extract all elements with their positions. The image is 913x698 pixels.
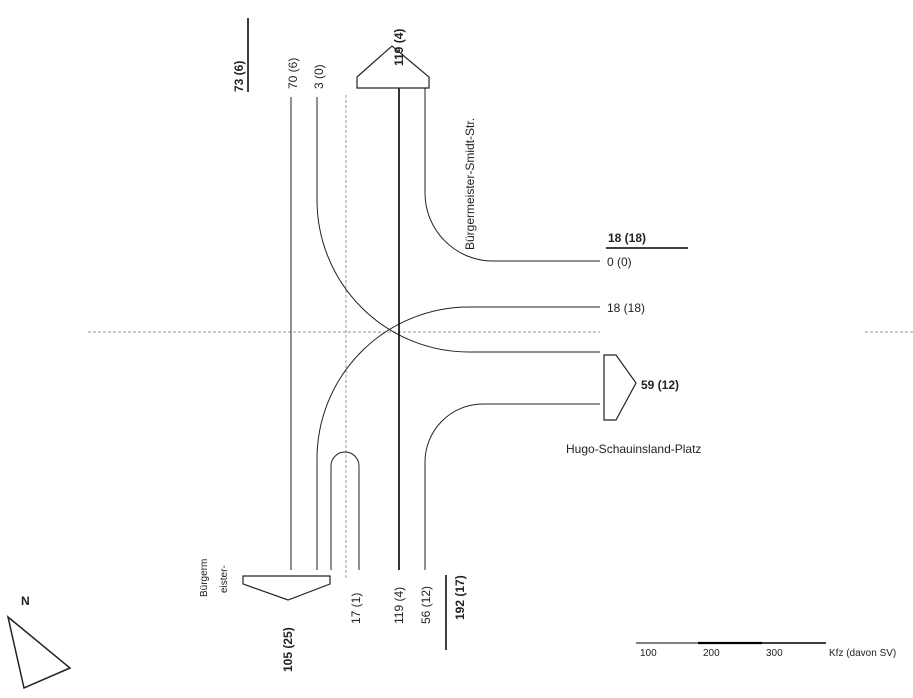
- east-exit-label: 59 (12): [641, 378, 679, 392]
- north-street-label: Bürgermeister-Smidt-Str.: [463, 118, 477, 250]
- flow-east-to-south: [316, 306, 600, 570]
- flow-south-to-east: [424, 403, 600, 570]
- south-street-label-b: eister-: [219, 565, 230, 593]
- south-right-label: 56 (12): [419, 586, 433, 624]
- north-left-lane-label: 70 (6): [286, 58, 300, 89]
- scale-tick-300: 300: [766, 648, 783, 659]
- scale-tick-200: 200: [703, 648, 720, 659]
- flow-north-to-east: [316, 97, 600, 353]
- north-right-lane-label: 3 (0): [312, 64, 326, 89]
- north-total-label: 73 (6): [232, 61, 246, 92]
- south-street-label-a: Bürgerm: [199, 559, 210, 597]
- north-compass-label: N: [21, 594, 30, 608]
- south-exit-label: 105 (25): [281, 627, 295, 672]
- east-upper-lane-label: 0 (0): [607, 255, 632, 269]
- scale-tick-100: 100: [640, 648, 657, 659]
- east-street-label: Hugo-Schauinsland-Platz: [566, 442, 701, 456]
- flow-east-to-north: [424, 88, 600, 262]
- flow-south-uturn: [330, 451, 360, 570]
- east-lower-lane-label: 18 (18): [607, 301, 645, 315]
- south-exit-arrow: [242, 575, 331, 601]
- south-total-label: 192 (17): [453, 575, 467, 620]
- north-exit-label: 119 (4): [392, 29, 406, 66]
- north-exit-arrow: [356, 45, 430, 89]
- south-uturn-label: 17 (1): [349, 593, 363, 624]
- south-through-label: 119 (4): [392, 587, 406, 624]
- east-exit-arrow: [603, 354, 637, 421]
- north-compass-icon: [6, 615, 72, 690]
- east-total-label: 18 (18): [608, 231, 646, 245]
- scale-unit-label: Kfz (davon SV): [829, 648, 896, 659]
